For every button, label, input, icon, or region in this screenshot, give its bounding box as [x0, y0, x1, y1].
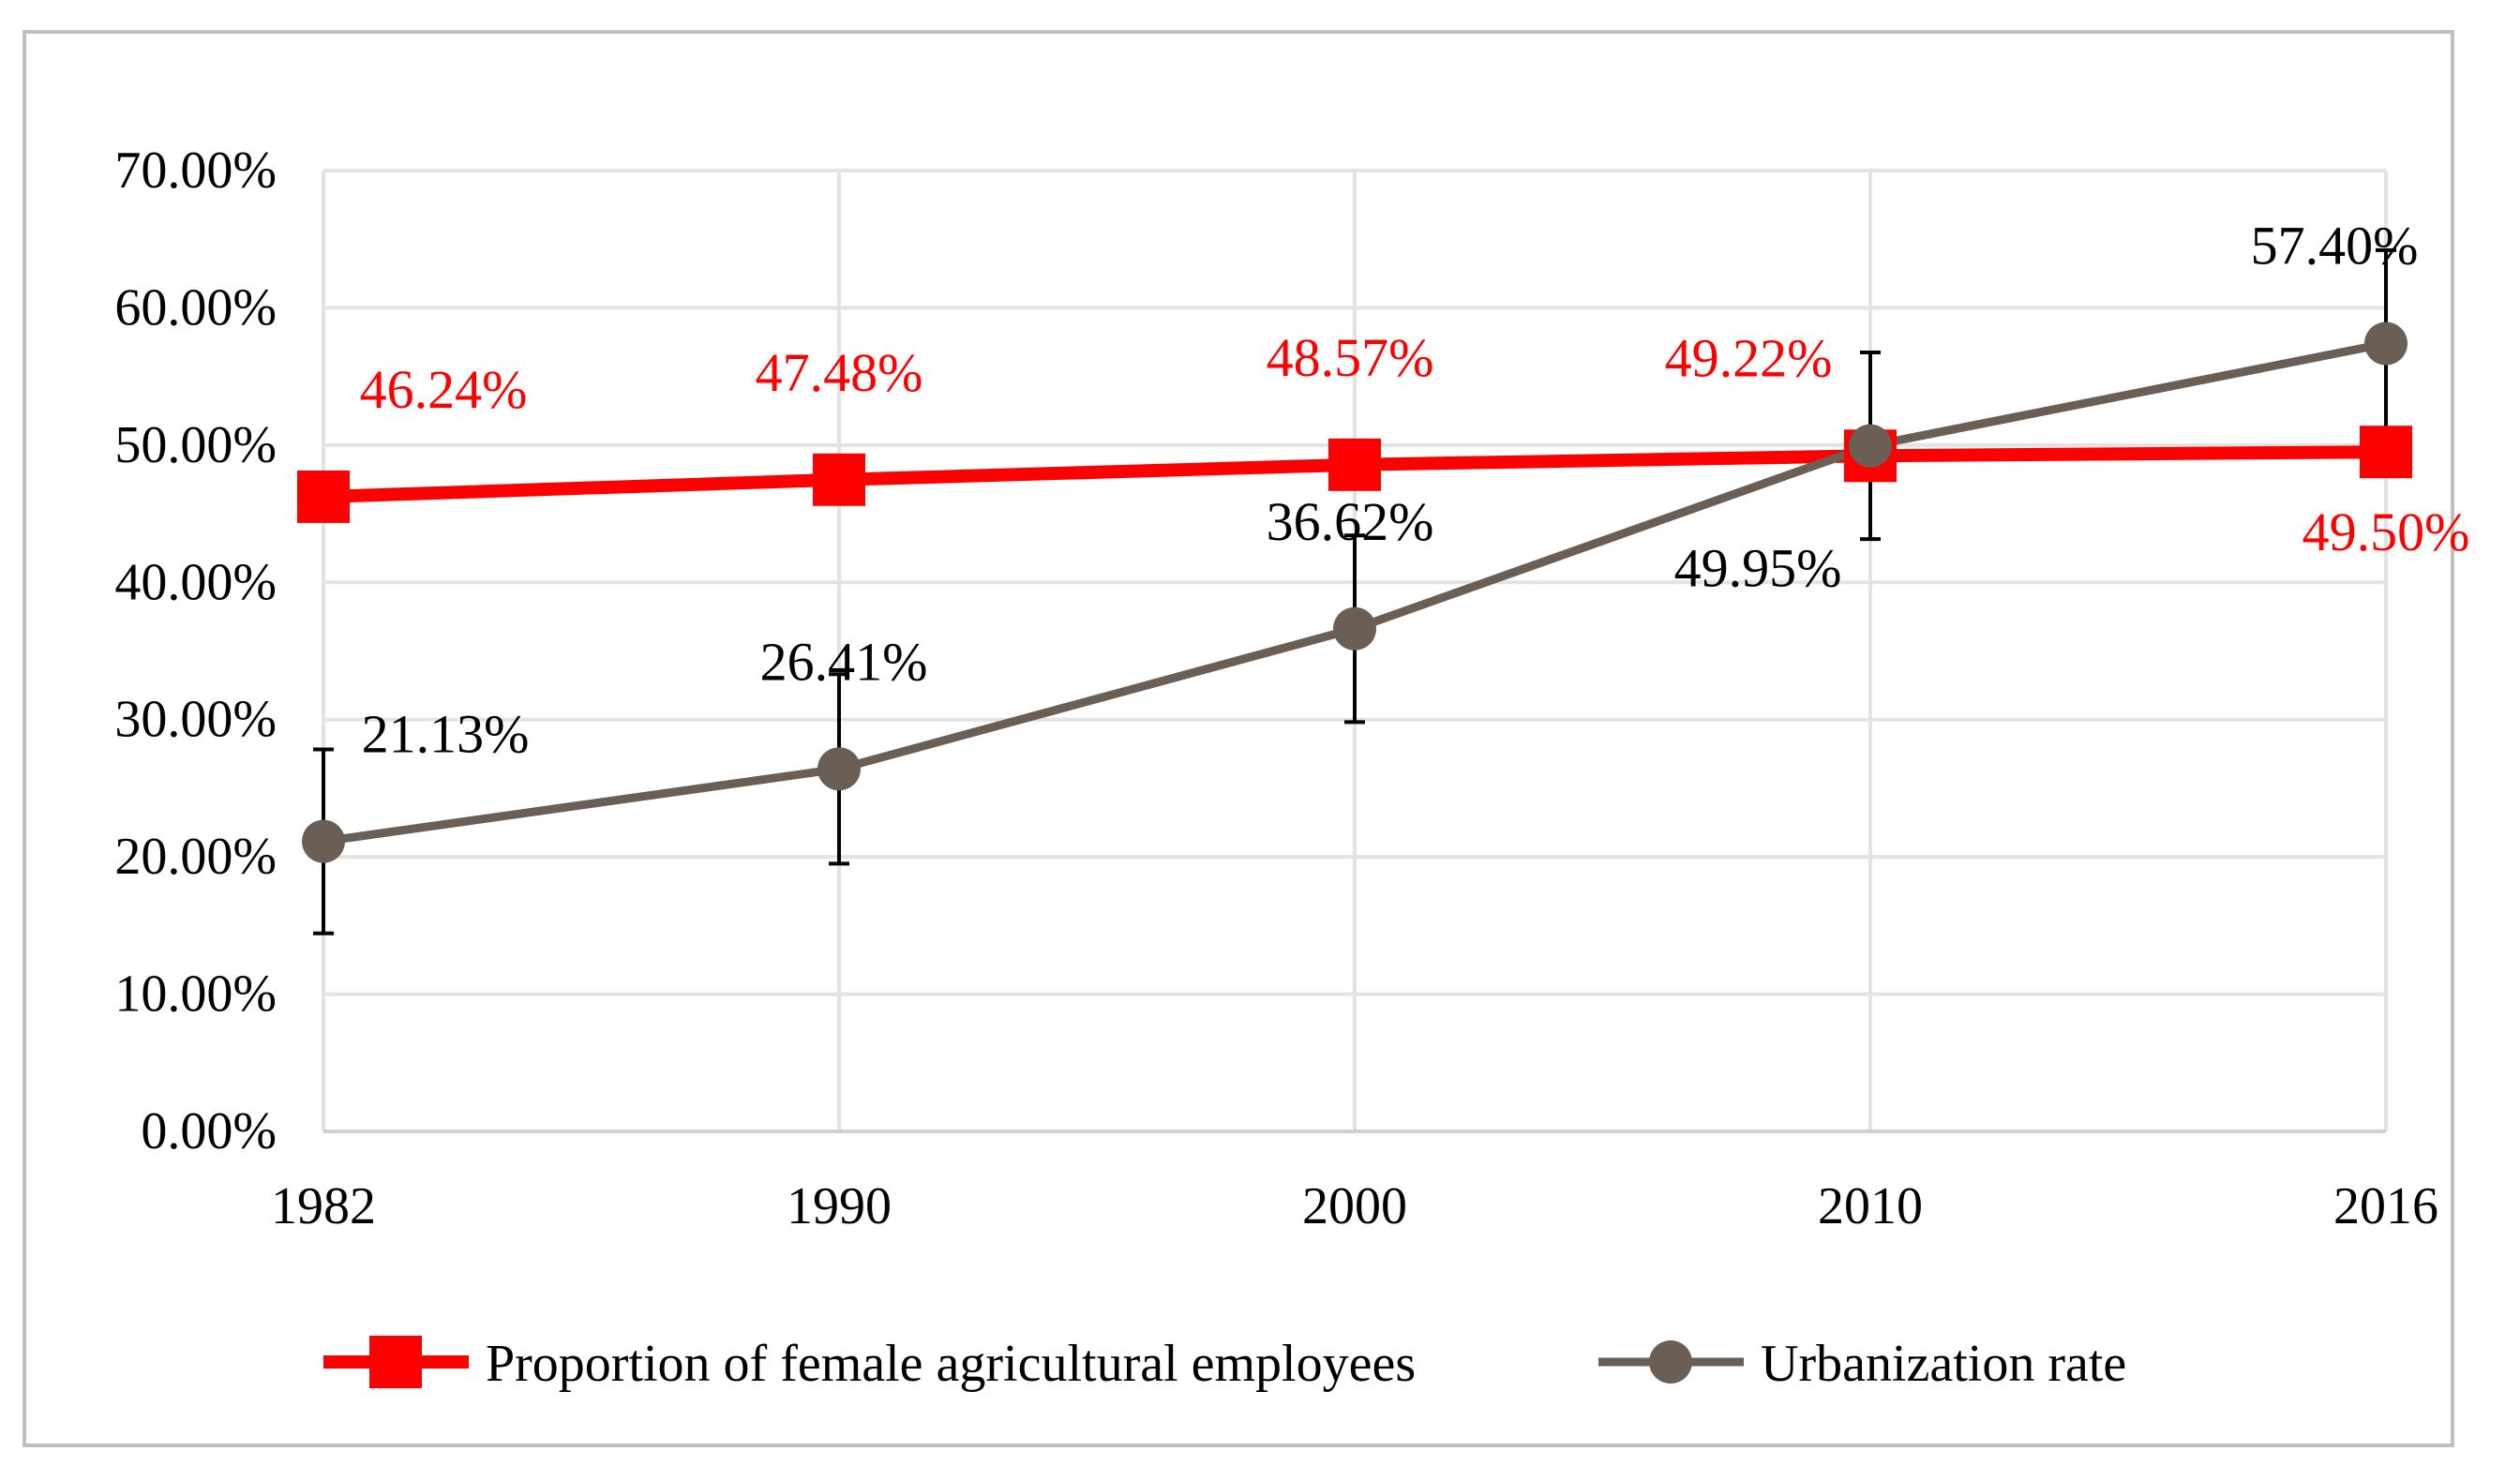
y-tick-label: 60.00% [114, 278, 277, 337]
urbanization-point [302, 819, 345, 863]
series-markers [297, 322, 2412, 863]
urbanization-label: 21.13% [362, 704, 530, 765]
urbanization-label: 26.41% [760, 631, 928, 692]
x-axis: 1982 1990 2000 2010 2016 [271, 1129, 2438, 1235]
female-employees-label: 47.48% [756, 342, 923, 403]
urbanization-label: 57.40% [2251, 216, 2419, 277]
urbanization-point [1333, 606, 1376, 651]
urbanization-point [2364, 322, 2408, 366]
legend-female-marker [369, 1336, 422, 1388]
data-labels: 46.24% 47.48% 48.57% 49.22% 49.50% 21.13% 26.4… [360, 216, 2470, 765]
x-tick-label: 2010 [1818, 1177, 1923, 1235]
urbanization-label: 36.62% [1267, 491, 1434, 552]
female-employees-label: 49.22% [1665, 327, 1833, 388]
y-tick-label: 20.00% [114, 828, 277, 886]
x-tick-label: 2016 [2333, 1177, 2438, 1235]
x-tick-label: 1982 [271, 1177, 376, 1235]
y-tick-label: 0.00% [141, 1102, 277, 1160]
y-tick-label: 30.00% [114, 691, 277, 749]
x-tick-label: 2000 [1302, 1177, 1407, 1235]
legend: Proportion of female agricultural employ… [323, 1335, 2126, 1393]
female-employees-point [2360, 426, 2412, 479]
urbanization-point [1849, 424, 1892, 468]
legend-female-label: Proportion of female agricultural employ… [486, 1335, 1416, 1393]
female-employees-point [297, 470, 350, 523]
female-employees-label: 49.50% [2302, 501, 2470, 562]
female-employees-point [813, 453, 865, 506]
urbanization-point [818, 747, 861, 791]
urbanization-label: 49.95% [1674, 538, 1842, 599]
x-tick-label: 1990 [787, 1177, 892, 1235]
y-tick-label: 40.00% [114, 553, 277, 611]
female-employees-label: 46.24% [360, 359, 528, 420]
female-employees-label: 48.57% [1267, 327, 1434, 388]
legend-urbanization-label: Urbanization rate [1761, 1335, 2126, 1393]
y-tick-label: 10.00% [114, 965, 277, 1024]
chart-frame [22, 30, 2454, 1447]
female-employees-point [1328, 438, 1381, 491]
y-tick-label: 70.00% [114, 142, 277, 200]
legend-urbanization-marker [1649, 1340, 1692, 1384]
y-axis: 0.00% 10.00% 20.00% 30.00% 40.00% 50.00% 60.00… [114, 142, 277, 1160]
y-tick-label: 50.00% [114, 416, 277, 474]
